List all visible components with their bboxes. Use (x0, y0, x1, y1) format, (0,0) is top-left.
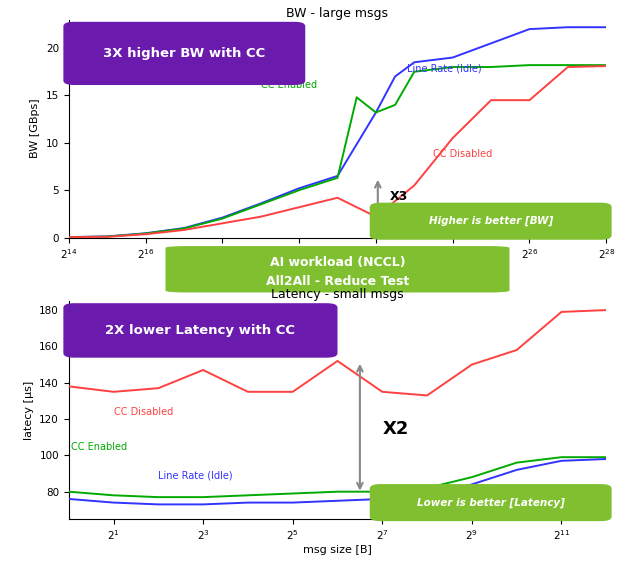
Y-axis label: latecy [µs]: latecy [µs] (24, 380, 34, 440)
X-axis label: msg size [B]: msg size [B] (303, 264, 372, 274)
Text: X3: X3 (389, 190, 408, 203)
Text: CC Enabled: CC Enabled (261, 80, 317, 90)
X-axis label: msg size [B]: msg size [B] (303, 545, 372, 555)
Text: All2All - Reduce Test: All2All - Reduce Test (266, 275, 409, 288)
Text: Higher is better [BW]: Higher is better [BW] (429, 216, 553, 226)
FancyBboxPatch shape (370, 203, 612, 240)
Y-axis label: BW [GBps]: BW [GBps] (30, 99, 40, 158)
Text: AI workload (NCCL): AI workload (NCCL) (270, 256, 406, 269)
FancyBboxPatch shape (166, 246, 509, 292)
Text: 2X lower Latency with CC: 2X lower Latency with CC (106, 324, 296, 337)
FancyBboxPatch shape (63, 303, 338, 358)
FancyBboxPatch shape (63, 22, 305, 85)
Text: CC Disabled: CC Disabled (114, 407, 172, 417)
Title: Latency - small msgs: Latency - small msgs (271, 288, 404, 301)
Text: X2: X2 (382, 420, 409, 438)
Text: Line Rate (Idle): Line Rate (Idle) (407, 64, 481, 73)
Text: 3X higher BW with CC: 3X higher BW with CC (103, 47, 266, 60)
Text: Lower is better [Latency]: Lower is better [Latency] (417, 498, 564, 508)
Text: CC Enabled: CC Enabled (71, 442, 127, 452)
FancyBboxPatch shape (370, 484, 612, 521)
Title: BW - large msgs: BW - large msgs (286, 7, 389, 20)
Text: Line Rate (Idle): Line Rate (Idle) (158, 471, 233, 481)
Text: CC Disabled: CC Disabled (434, 149, 492, 159)
